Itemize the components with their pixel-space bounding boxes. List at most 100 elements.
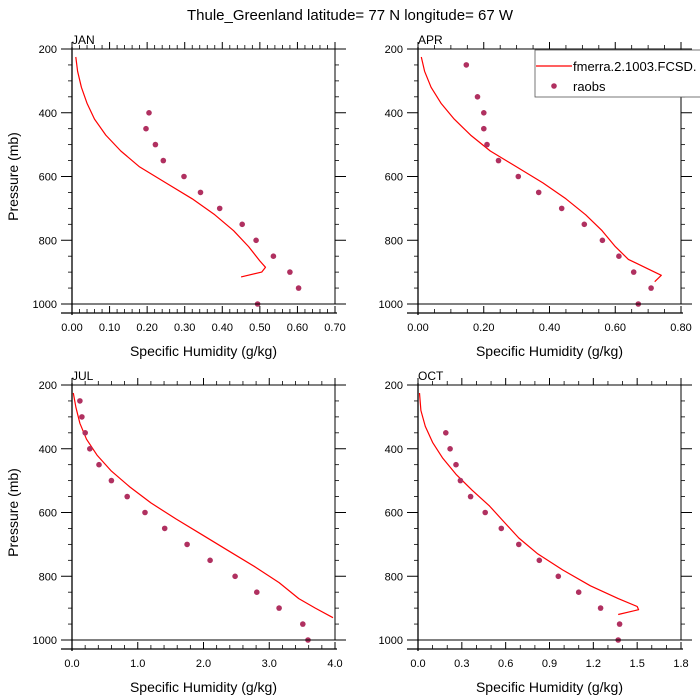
- raobs-point: [597, 605, 604, 611]
- y-tick-label: 800: [385, 235, 403, 247]
- y-tick-label: 1000: [33, 635, 57, 647]
- raobs-point: [616, 253, 622, 259]
- x-tick-label: 1.2: [586, 658, 601, 670]
- x-axis-label-oct: Specific Humidity (g/kg): [476, 679, 623, 695]
- y-tick-label: 600: [39, 508, 57, 520]
- y-tick-label: 600: [385, 172, 403, 184]
- x-tick-label: 0.0: [410, 658, 425, 670]
- raobs-point: [648, 285, 654, 291]
- raobs-point: [453, 461, 459, 468]
- raobs-point: [481, 125, 487, 132]
- legend-marker-swatch: [551, 83, 557, 89]
- y-tick-label: 200: [385, 380, 403, 392]
- y-tick-label: 200: [385, 44, 403, 56]
- panels: JAN 0.00 0.10 0.20 0.30 0.40 0.50 0.60 0.70 200 40…: [5, 33, 692, 695]
- raobs-point: [474, 94, 481, 100]
- x-tick-label: 0.0: [64, 658, 79, 670]
- raobs-point: [516, 541, 522, 548]
- x-tick-label: 0.3: [454, 658, 469, 670]
- raobs-point: [181, 173, 187, 180]
- raobs-point: [216, 205, 223, 212]
- y-tick-label: 400: [39, 444, 57, 456]
- y-tick-label: 1000: [33, 299, 57, 311]
- raobs-point: [300, 621, 306, 627]
- x-axis-label-jan: Specific Humidity (g/kg): [130, 343, 277, 359]
- raobs-point: [581, 221, 588, 228]
- raobs-point: [79, 414, 85, 420]
- x-tick-label: 0.80: [670, 322, 691, 334]
- raobs-point: [124, 493, 130, 500]
- raobs-point: [253, 237, 259, 244]
- x-tick-label: 2.0: [196, 658, 211, 670]
- x-tick-label: 0.00: [61, 322, 82, 334]
- x-tick-label: 0.40: [212, 322, 233, 334]
- x-tick-label: 0.9: [542, 658, 557, 670]
- x-tick-label: 0.50: [249, 322, 270, 334]
- x-axis-label-jul: Specific Humidity (g/kg): [130, 679, 277, 695]
- legend-label-model: fmerra.2.1003.FCSD.: [573, 59, 697, 74]
- legend-box: [534, 49, 700, 98]
- x-tick-label: 4.0: [327, 658, 342, 670]
- raobs-point: [207, 557, 213, 564]
- y-tick-label: 400: [385, 444, 403, 456]
- x-tick-label: 0.70: [324, 322, 345, 334]
- raobs-point: [616, 621, 623, 627]
- raobs-point: [276, 605, 282, 611]
- raobs-point: [96, 461, 102, 468]
- x-axis-label-apr: Specific Humidity (g/kg): [476, 343, 623, 359]
- y-tick-label: 1000: [379, 635, 403, 647]
- x-tick-label: 3.0: [262, 658, 277, 670]
- panel-title-jan: JAN: [72, 33, 95, 47]
- panel-jul: JUL 0.0 1.0 2.0 3.0 4.0 200 400 600 800 1000 Specif…: [5, 369, 346, 695]
- raobs-point: [270, 253, 277, 259]
- raobs-point: [599, 237, 606, 244]
- raobs-point: [295, 285, 302, 291]
- figure-title: Thule_Greenland latitude= 77 N longitude…: [187, 7, 514, 24]
- raobs-point: [82, 430, 88, 436]
- raobs-point: [467, 493, 474, 500]
- x-tick-label: 0.40: [539, 322, 560, 334]
- x-tick-label: 0.60: [287, 322, 308, 334]
- raobs-point: [535, 189, 542, 196]
- model-line-oct: [418, 392, 640, 616]
- model-line-apr: [420, 56, 662, 283]
- y-tick-label: 1000: [379, 299, 403, 311]
- raobs-point: [482, 509, 489, 516]
- raobs-point: [142, 509, 148, 516]
- panel-apr: APR 0.00 0.20 0.40 0.60 0.80 200 400 600 800 1000 S…: [379, 33, 692, 359]
- raobs-point: [558, 205, 565, 212]
- raobs-point: [146, 110, 152, 116]
- raobs-point: [160, 157, 167, 164]
- raobs-point: [495, 157, 502, 164]
- x-tick-label: 1.8: [673, 658, 688, 670]
- raobs-point: [447, 446, 453, 452]
- raobs-point: [197, 189, 204, 196]
- raobs-point: [457, 477, 464, 484]
- raobs-point: [515, 173, 522, 180]
- model-line-jan: [75, 56, 267, 278]
- raobs-point: [161, 525, 168, 532]
- raobs-point: [484, 141, 490, 148]
- panel-oct: OCT 0.0 0.3 0.6 0.9 1.2 1.5 1.8 200 400 600 800 1000…: [379, 369, 692, 695]
- x-tick-label: 0.20: [136, 322, 157, 334]
- raobs-point: [463, 62, 470, 68]
- panel-jan: JAN 0.00 0.10 0.20 0.30 0.40 0.50 0.60 0.70 200 40…: [5, 33, 346, 359]
- raobs-point: [481, 110, 487, 116]
- y-tick-label: 200: [39, 380, 57, 392]
- raobs-point: [287, 269, 293, 275]
- y-tick-label: 600: [39, 172, 57, 184]
- x-tick-label: 0.6: [498, 658, 513, 670]
- raobs-point: [239, 221, 245, 228]
- y-tick-label: 800: [39, 571, 57, 583]
- x-tick-label: 1.5: [630, 658, 645, 670]
- raobs-point: [498, 525, 505, 532]
- y-tick-label: 800: [39, 235, 57, 247]
- raobs-point: [443, 430, 449, 436]
- y-tick-label: 600: [385, 508, 403, 520]
- x-tick-label: 1.0: [130, 658, 145, 670]
- legend-label-raobs: raobs: [573, 79, 606, 94]
- raobs-point: [77, 398, 83, 404]
- y-tick-label: 400: [39, 108, 57, 120]
- x-tick-label: 0.60: [605, 322, 626, 334]
